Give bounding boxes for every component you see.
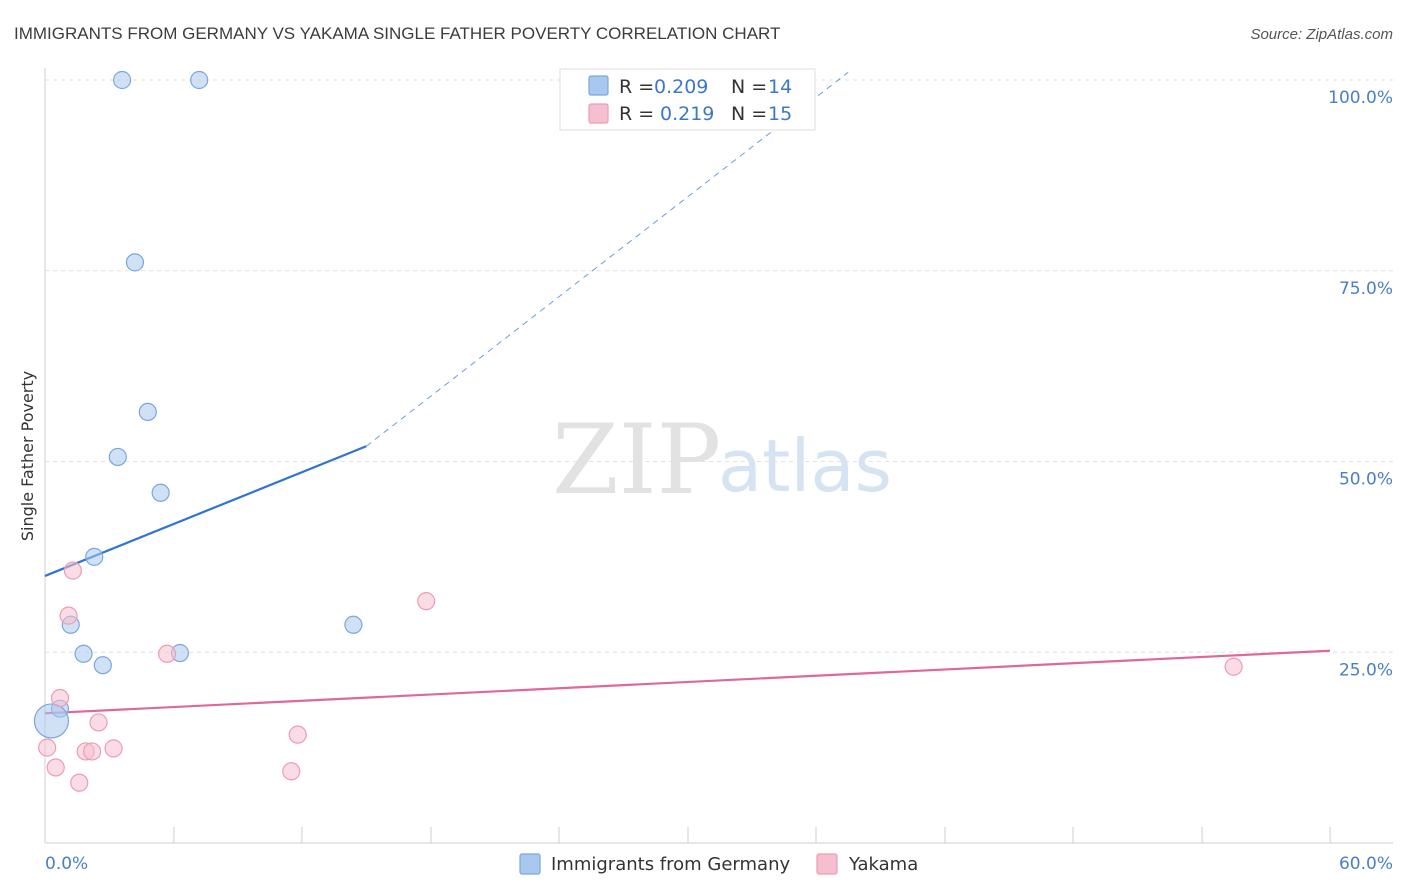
point-yakama: [1224, 657, 1243, 676]
trend-lines: [44, 71, 1331, 715]
x-tick-label-max: 60.0%: [1339, 854, 1393, 874]
series-legend-label-yakama: Yakama: [848, 854, 918, 875]
chart-source: Source: ZipAtlas.com: [1250, 26, 1393, 43]
y-tick-label: 75.0%: [1339, 279, 1393, 299]
point-yakama: [50, 688, 70, 708]
legend-r-value-germany: 0.209: [654, 76, 708, 98]
watermark-atlas: atlas: [718, 424, 892, 508]
point-yakama: [63, 561, 82, 580]
point-yakama: [89, 713, 108, 732]
point-yakama: [104, 739, 123, 758]
series-legend-swatch-yakama: [816, 853, 838, 875]
point-germany: [190, 70, 209, 90]
point-germany: [33, 703, 70, 739]
y-axis-title: Single Father Poverty: [18, 371, 37, 541]
legend-swatch-germany: [588, 75, 609, 96]
axes: 0.0% 60.0%: [44, 68, 1393, 874]
point-yakama: [83, 742, 102, 761]
point-germany: [112, 70, 132, 90]
watermark-zip: ZIP: [552, 404, 721, 516]
grid: 25.0% 50.0% 75.0% 100.0%: [45, 79, 1393, 680]
legend-n-label-germany: N =: [731, 76, 767, 98]
trend-line-extension-germany: [365, 71, 849, 447]
chart-title: IMMIGRANTS FROM GERMANY VS YAKAMA SINGLE…: [14, 24, 780, 43]
point-yakama: [157, 644, 177, 663]
point-yakama: [59, 606, 78, 625]
point-germany: [138, 402, 157, 422]
series-legend: Immigrants from Germany Yakama: [519, 853, 918, 875]
watermark: ZIP atlas: [552, 404, 892, 516]
series-legend-label-germany: Immigrants from Germany: [551, 854, 790, 875]
point-germany: [344, 615, 363, 634]
data-points: [33, 70, 1243, 792]
point-germany: [93, 656, 112, 675]
legend-r-value-yakama: 0.219: [660, 103, 714, 125]
legend-n-value-germany: 14: [768, 76, 792, 98]
legend-swatch-yakama: [588, 103, 609, 124]
y-tick-label: 25.0%: [1339, 660, 1393, 680]
legend-n-label-yakama: N =: [731, 103, 767, 125]
point-yakama: [282, 762, 301, 781]
point-germany: [74, 644, 93, 663]
point-yakama: [70, 773, 89, 792]
series-legend-swatch-germany: [519, 853, 541, 875]
legend-n-value-yakama: 15: [768, 103, 792, 125]
y-tick-label: 50.0%: [1339, 470, 1393, 490]
point-germany: [151, 483, 170, 502]
y-tick-label: 100.0%: [1328, 88, 1393, 108]
legend-r-label-yakama: R =: [619, 103, 654, 125]
legend-r-label-germany: R =: [619, 76, 654, 98]
point-yakama: [417, 592, 436, 611]
trend-line-yakama: [44, 649, 1331, 715]
point-yakama: [38, 738, 57, 757]
point-germany: [85, 547, 104, 566]
stats-legend: R = 0.209 N = 14 R = 0.219 N = 15: [559, 68, 816, 131]
point-germany: [108, 447, 127, 467]
x-tick-label-min: 0.0%: [45, 854, 88, 874]
point-germany: [125, 253, 145, 272]
point-yakama: [288, 725, 307, 744]
point-yakama: [46, 758, 65, 777]
